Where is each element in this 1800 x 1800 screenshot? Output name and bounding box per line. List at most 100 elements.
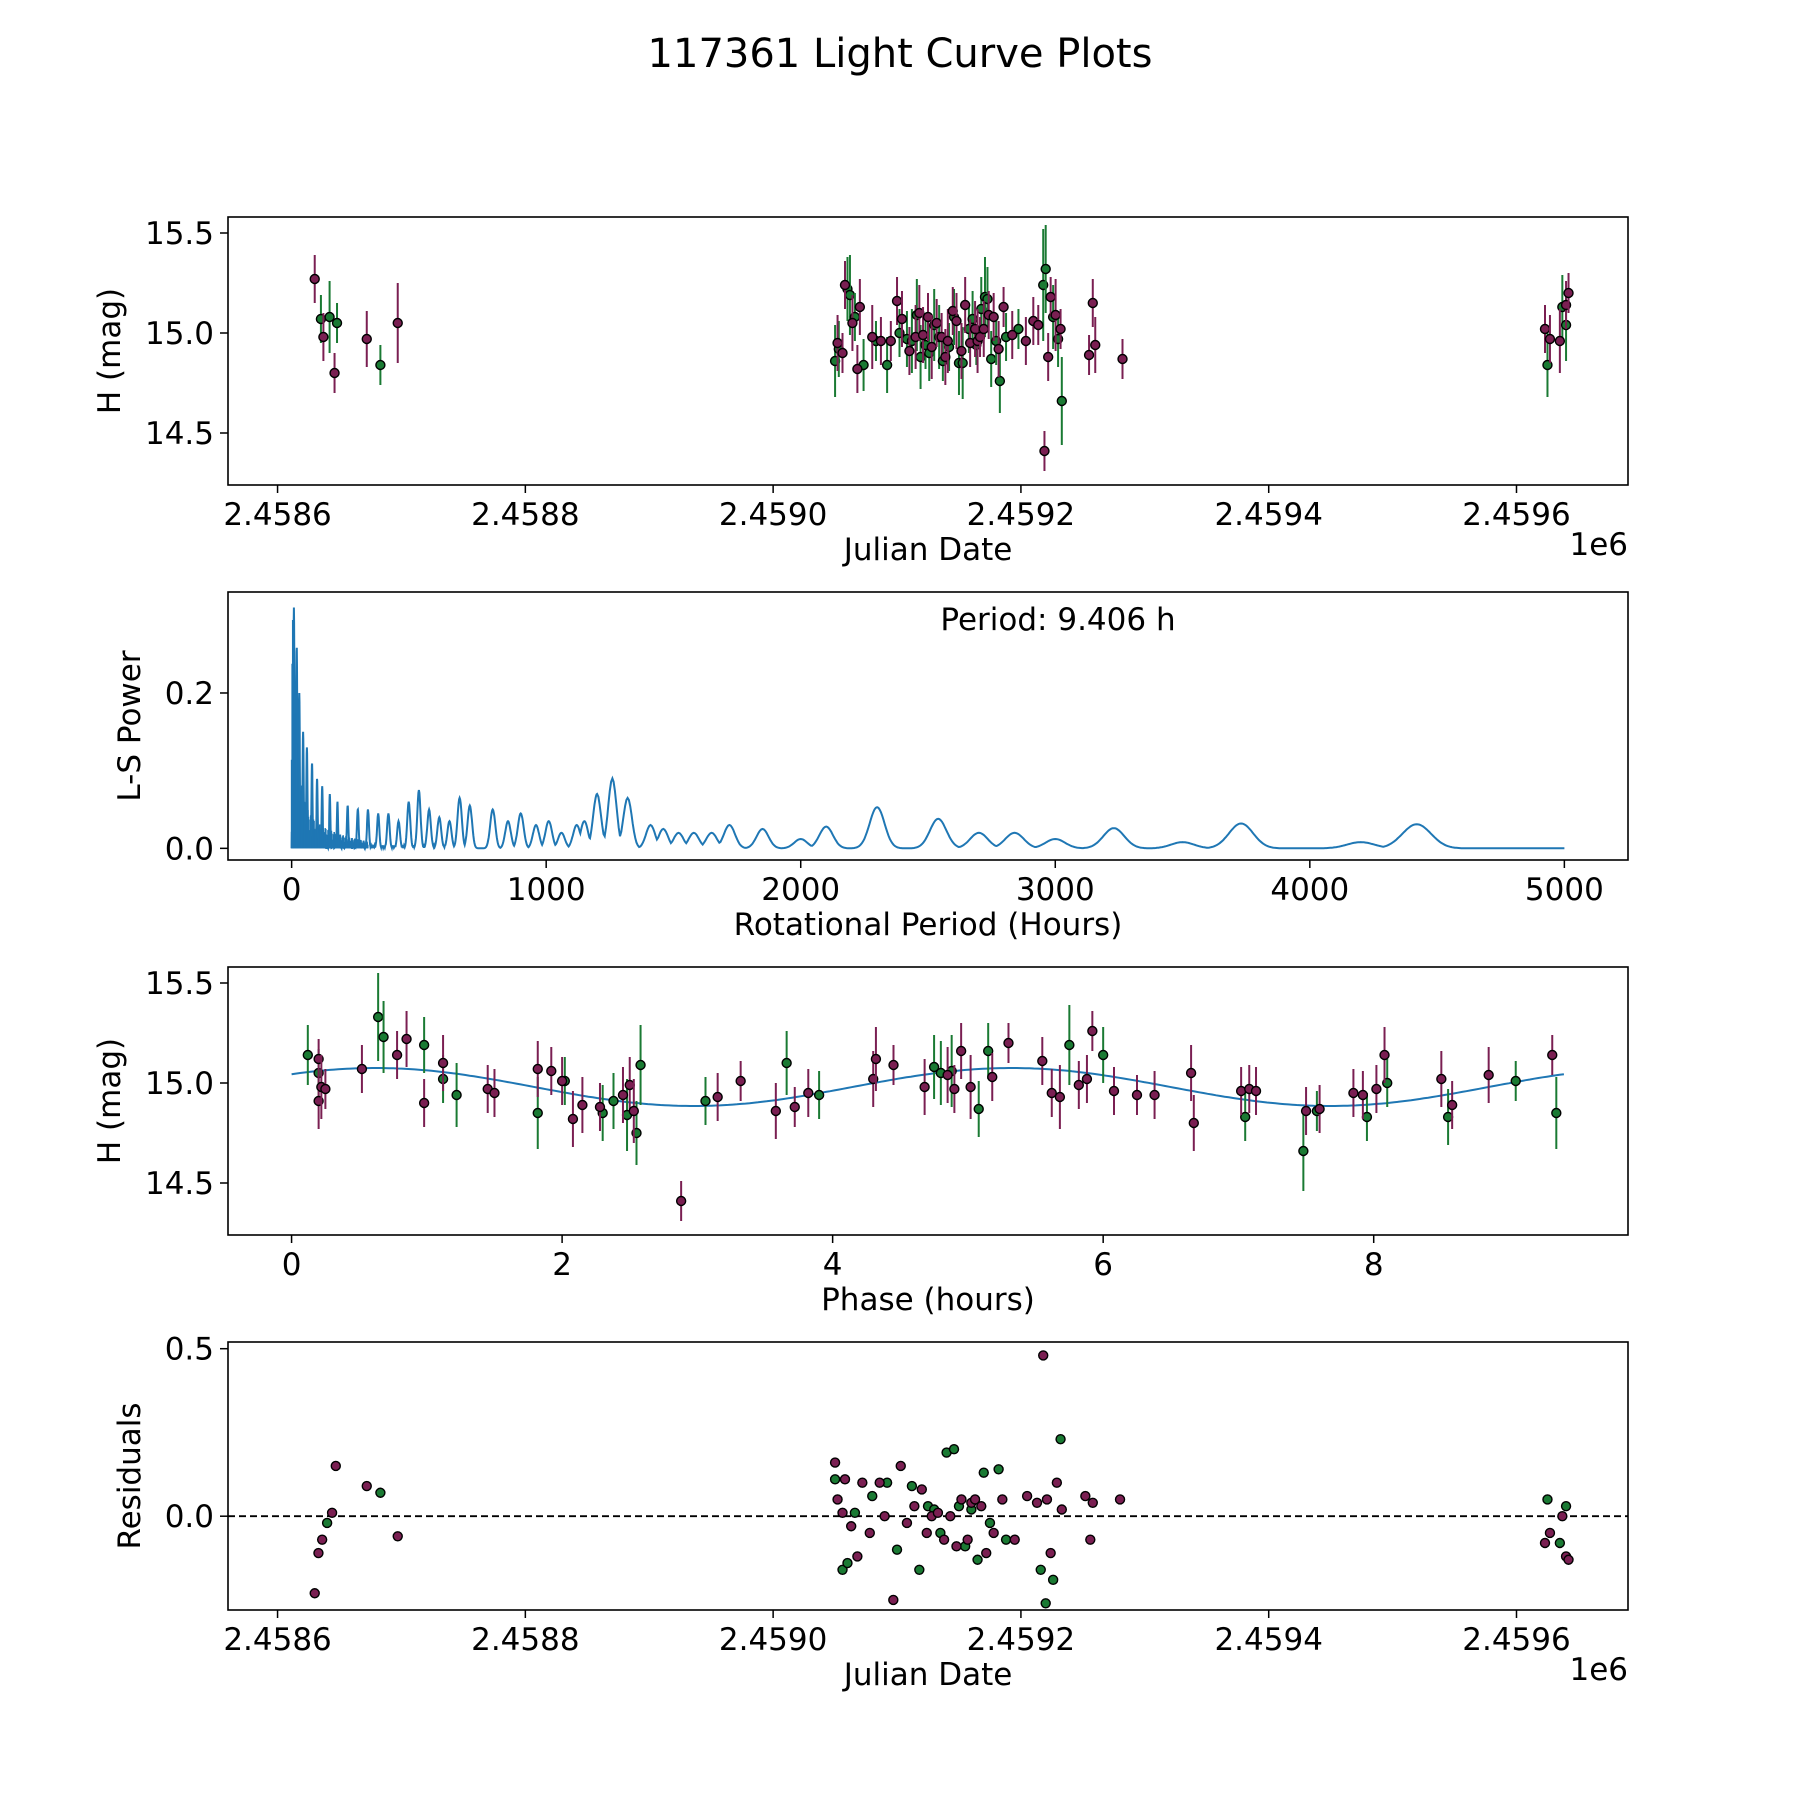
data-point bbox=[832, 1494, 843, 1505]
data-point bbox=[982, 1045, 994, 1057]
data-point bbox=[1539, 323, 1551, 335]
data-point bbox=[1563, 1554, 1574, 1565]
axes-frame bbox=[227, 966, 1629, 1236]
data-point bbox=[1097, 1049, 1109, 1061]
series-green bbox=[321, 1433, 1572, 1609]
data-point bbox=[331, 317, 343, 329]
data-point bbox=[895, 1460, 906, 1472]
data-point bbox=[951, 315, 962, 327]
data-point bbox=[418, 1097, 430, 1109]
panel-1: 2.4586 2.4588 2.4590 2.4592 2.4594 2.4596 14.5… bbox=[92, 216, 1629, 568]
x-axis-label: Julian Date bbox=[842, 532, 1013, 568]
data-point bbox=[988, 1527, 999, 1539]
data-point bbox=[1080, 1490, 1091, 1502]
data-point bbox=[329, 367, 340, 379]
data-point bbox=[1041, 1494, 1053, 1505]
data-point bbox=[594, 1101, 606, 1113]
series-purple bbox=[313, 1011, 1558, 1221]
data-point bbox=[1083, 349, 1095, 361]
data-point bbox=[675, 1195, 687, 1207]
data-point bbox=[321, 1517, 333, 1529]
data-point bbox=[361, 1480, 372, 1492]
x-tick-label: 4000 bbox=[1270, 872, 1349, 908]
x-tick-label: 5000 bbox=[1525, 872, 1604, 908]
x-tick-label: 2.4588 bbox=[471, 497, 579, 533]
data-point bbox=[1087, 297, 1098, 309]
x-tick-label: 2.4594 bbox=[1214, 1622, 1322, 1658]
x-tick-label: 0 bbox=[282, 1247, 302, 1283]
y-tick-label: 15.5 bbox=[145, 216, 214, 252]
data-point bbox=[1544, 333, 1556, 345]
data-point bbox=[356, 1063, 368, 1075]
data-point bbox=[847, 317, 858, 329]
data-point bbox=[313, 1547, 324, 1559]
data-point bbox=[309, 1588, 320, 1599]
data-point bbox=[1510, 1075, 1521, 1087]
data-point bbox=[870, 1053, 882, 1065]
data-point bbox=[437, 1057, 449, 1069]
panel-3: 0 2 4 6 8 14.5 15.0 15.5 Phase (hours) H (mag) bbox=[92, 966, 1629, 1318]
x-tick-label: 1000 bbox=[507, 872, 586, 908]
data-point bbox=[1046, 1087, 1057, 1099]
series-purple bbox=[309, 1350, 1574, 1606]
data-point bbox=[577, 1099, 588, 1111]
data-point bbox=[781, 1057, 792, 1069]
x-tick-label: 2.4586 bbox=[223, 1622, 331, 1658]
data-point bbox=[1314, 1103, 1325, 1115]
data-point bbox=[926, 341, 937, 353]
data-point bbox=[1056, 395, 1068, 407]
data-point bbox=[1371, 1083, 1382, 1095]
data-point bbox=[1090, 339, 1101, 351]
axes-frame bbox=[227, 216, 1629, 486]
x-axis-label: Phase (hours) bbox=[821, 1282, 1035, 1318]
data-point bbox=[1554, 1537, 1566, 1549]
data-point bbox=[906, 1480, 918, 1492]
data-point bbox=[842, 1557, 853, 1569]
y-axis-label: Residuals bbox=[112, 1402, 148, 1549]
data-point bbox=[997, 1494, 1008, 1505]
data-point bbox=[993, 1464, 1004, 1475]
data-point bbox=[1547, 1049, 1558, 1061]
data-point bbox=[1040, 263, 1051, 275]
data-point bbox=[969, 1494, 981, 1505]
data-point bbox=[1188, 1117, 1199, 1129]
series-green bbox=[302, 973, 1562, 1191]
x-tick-label: 2.4592 bbox=[967, 1622, 1075, 1658]
data-point bbox=[1149, 1089, 1160, 1101]
data-point bbox=[965, 1081, 976, 1093]
data-point bbox=[372, 1011, 384, 1023]
data-point bbox=[770, 1105, 782, 1117]
data-point bbox=[998, 301, 1009, 313]
x-tick-label: 2.4590 bbox=[719, 1622, 827, 1658]
panel-2: 0 1000 2000 3000 4000 5000 0.0 0.2 Rotational Pe… bbox=[112, 591, 1629, 943]
y-tick-label: 14.5 bbox=[145, 416, 214, 452]
data-point bbox=[1544, 1527, 1556, 1539]
data-point bbox=[302, 1049, 314, 1061]
data-point bbox=[1087, 1025, 1098, 1037]
data-point bbox=[962, 1534, 973, 1545]
data-point bbox=[955, 1045, 967, 1057]
data-point bbox=[1055, 323, 1066, 335]
data-point bbox=[885, 335, 897, 347]
data-point bbox=[987, 1071, 998, 1083]
data-point bbox=[1031, 1497, 1043, 1509]
data-point bbox=[392, 1531, 403, 1542]
x-tick-label: 6 bbox=[1093, 1247, 1113, 1283]
data-point bbox=[829, 1474, 841, 1485]
periodogram-line bbox=[290, 607, 1565, 852]
data-point bbox=[845, 1521, 857, 1532]
data-point bbox=[1039, 445, 1050, 457]
data-point bbox=[1239, 1111, 1251, 1123]
data-point bbox=[837, 1564, 848, 1576]
x-tick-label: 2.4592 bbox=[967, 497, 1075, 533]
data-point bbox=[901, 1517, 913, 1529]
x-offset-label: 1e6 bbox=[1569, 1652, 1628, 1688]
data-point bbox=[375, 1487, 386, 1498]
data-point bbox=[932, 1507, 944, 1519]
data-point bbox=[976, 1500, 987, 1512]
data-point bbox=[951, 1541, 962, 1552]
data-point bbox=[921, 1527, 932, 1539]
y-tick-label: 0.0 bbox=[165, 1499, 214, 1535]
data-point bbox=[1081, 1073, 1093, 1085]
